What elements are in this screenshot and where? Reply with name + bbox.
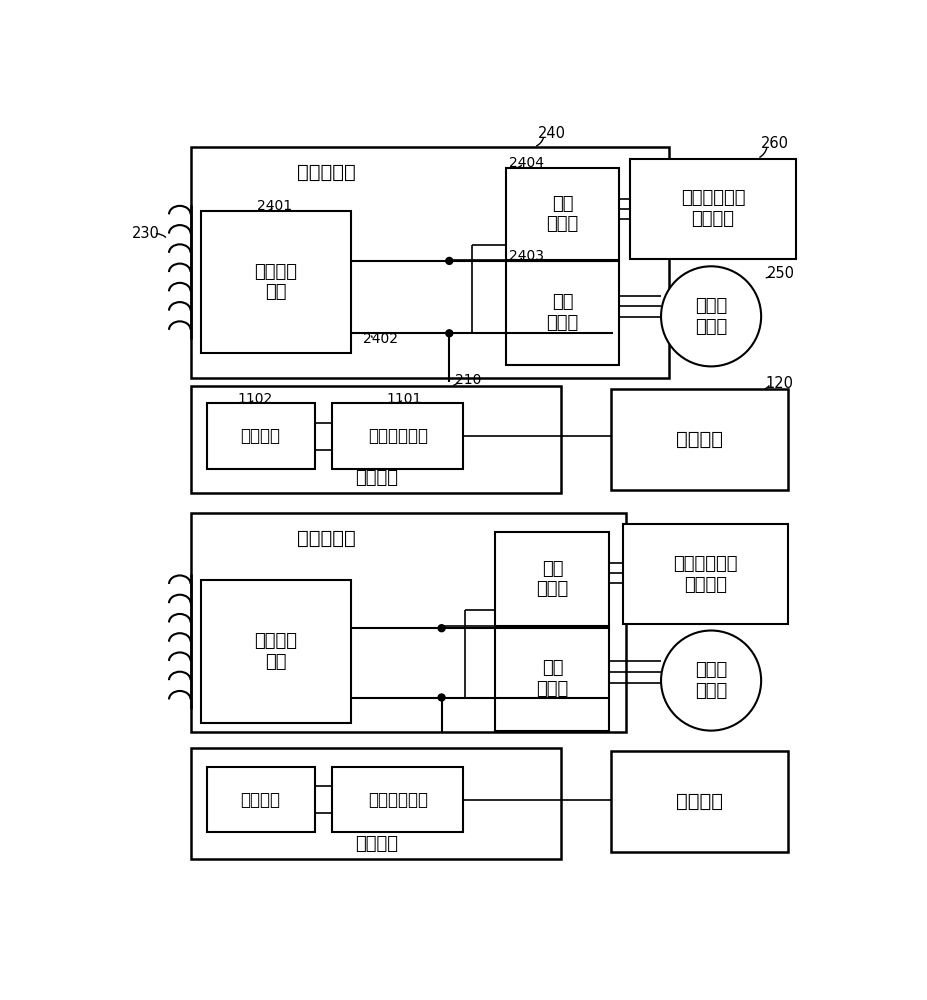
Bar [191,147,668,378]
Bar [332,767,464,832]
Text: 2404: 2404 [509,156,544,170]
Text: 储能元件: 储能元件 [241,791,281,809]
Circle shape [661,266,761,366]
Text: 空调、照明等
辅助设备: 空调、照明等 辅助设备 [673,555,738,594]
Text: 260: 260 [761,136,789,151]
Text: 辅助
逆变器: 辅助 逆变器 [546,195,578,233]
Text: 交流牵
引电机: 交流牵 引电机 [695,661,727,700]
Text: 2401: 2401 [257,199,292,213]
Text: 250: 250 [768,266,795,282]
Text: 四象限整
流器: 四象限整 流器 [254,263,298,301]
Bar [496,627,609,731]
Text: 能量变换电路: 能量变换电路 [368,791,427,809]
Text: 2403: 2403 [509,249,544,263]
Text: 牵引变流器: 牵引变流器 [297,529,355,548]
Text: 控制模块: 控制模块 [676,792,723,811]
Bar [207,767,314,832]
Bar [623,524,788,624]
Circle shape [446,257,452,264]
Text: 辅助
逆变器: 辅助 逆变器 [537,560,568,598]
Text: 牵引变流器: 牵引变流器 [297,163,355,182]
Text: 2402: 2402 [363,332,398,346]
Bar [611,751,788,852]
Circle shape [438,694,445,701]
Bar [200,580,350,723]
Text: 空调、照明等
辅助设备: 空调、照明等 辅助设备 [680,189,745,228]
Text: 120: 120 [765,376,793,391]
Bar [496,532,609,626]
Bar [191,748,561,859]
Text: 储能模块: 储能模块 [355,835,398,853]
Text: 1101: 1101 [387,392,422,406]
Text: 230: 230 [132,226,160,241]
Text: 储能模块: 储能模块 [355,469,398,487]
Text: 210: 210 [455,373,482,387]
Bar [505,168,619,260]
Text: 交流牵
引电机: 交流牵 引电机 [695,297,727,336]
Bar [191,386,561,493]
Text: 能量变换电路: 能量变换电路 [368,427,427,445]
Circle shape [661,631,761,731]
Circle shape [446,330,452,337]
Text: 控制模块: 控制模块 [676,430,723,449]
Bar [611,389,788,490]
Bar [207,403,314,469]
Bar [200,211,350,353]
Text: 牵引
逆变器: 牵引 逆变器 [546,293,578,332]
Circle shape [438,625,445,632]
Text: 四象限整
流器: 四象限整 流器 [254,632,298,671]
Text: 牵引
逆变器: 牵引 逆变器 [537,659,568,698]
Bar [630,158,795,259]
Bar [332,403,464,469]
Bar [191,513,627,732]
Text: 1102: 1102 [237,392,273,406]
Text: 储能元件: 储能元件 [241,427,281,445]
Bar [505,261,619,365]
Text: 240: 240 [538,126,565,141]
